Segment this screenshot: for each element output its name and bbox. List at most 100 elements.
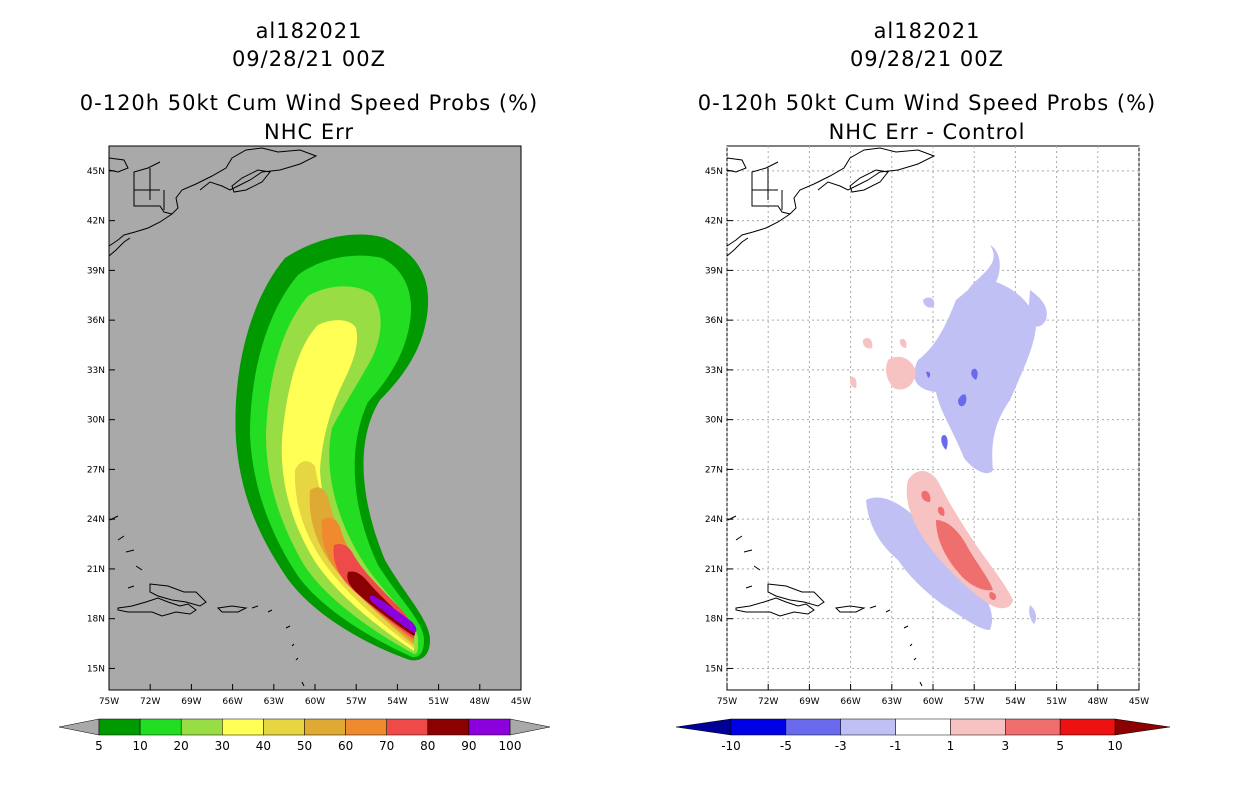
right-lat-tick-label: 42N (705, 217, 723, 227)
left-lon-tick-label: 54W (387, 697, 407, 707)
right-storm-id: al182021 (873, 19, 981, 43)
left-lat-tick-label: 39N (87, 266, 105, 276)
right-lon-tick-label: 57W (964, 697, 984, 707)
left-colorbar-swatch (139, 718, 182, 736)
right-lon-tick-label: 69W (799, 697, 819, 707)
left-axis-ticks: 75W 72W 69W 66W 63W 60W 57W 54W 51W 48W 45W 45N 42N 3… (87, 167, 531, 707)
right-chart-panel: al182021 09/28/21 00Z 0-120h 50kt Cum Wi… (618, 0, 1236, 800)
right-title: 0-120h 50kt Cum Wind Speed Probs (%) (697, 91, 1157, 115)
left-lon-tick-label: 57W (346, 697, 366, 707)
left-lat-tick-label: 30N (87, 416, 105, 426)
left-colorbar-label: 100 (499, 739, 522, 753)
left-colorbar-high-end (509, 718, 551, 736)
right-coastline (726, 147, 936, 687)
right-subtitle: NHC Err - Control (828, 120, 1026, 144)
right-colorbar-label: 5 (1056, 739, 1064, 753)
right-date: 09/28/21 00Z (849, 47, 1005, 71)
left-colorbar-swatch (180, 718, 223, 736)
right-axis-ticks: 75W 72W 69W 66W 63W 60W 57W 54W 51W 48W 45W 45N 42N 3… (705, 167, 1149, 707)
left-lon-tick-label: 63W (264, 697, 284, 707)
right-colorbar-label: 10 (1107, 739, 1122, 753)
right-lon-tick-label: 54W (1005, 697, 1025, 707)
left-colorbar-label: 10 (132, 739, 147, 753)
left-colorbar-swatch (222, 718, 264, 736)
right-colorbar-high-end (1114, 718, 1171, 736)
left-lon-tick-label: 69W (181, 697, 201, 707)
left-lat-tick-label: 33N (87, 366, 105, 376)
right-colorbar: -10 -5 -3 -1 1 3 5 10 (675, 718, 1171, 753)
right-difference-field (849, 245, 1047, 630)
right-lon-tick-label: 66W (840, 697, 860, 707)
right-lon-tick-label: 48W (1088, 697, 1108, 707)
left-colorbar-swatch (345, 718, 387, 736)
right-colorbar-swatch (1059, 718, 1116, 736)
left-date: 09/28/21 00Z (231, 47, 387, 71)
left-lon-tick-label: 48W (470, 697, 490, 707)
left-colorbar-swatch (98, 718, 141, 736)
left-lat-tick-label: 15N (87, 664, 105, 674)
left-subtitle: NHC Err (263, 120, 354, 144)
right-lat-tick-label: 24N (705, 515, 723, 525)
left-coastline (108, 147, 318, 687)
right-lat-tick-label: 45N (705, 167, 723, 177)
left-map-svg: 75W 72W 69W 66W 63W 60W 57W 54W 51W 48W 45W 45N 42N 3… (58, 145, 551, 753)
left-chart-panel: al182021 09/28/21 00Z 0-120h 50kt Cum Wi… (58, 19, 551, 753)
right-colorbar-swatch (730, 718, 787, 736)
left-lat-tick-label: 27N (87, 465, 105, 475)
left-colorbar-label: 5 (95, 739, 103, 753)
left-colorbar-label: 90 (461, 739, 476, 753)
right-lat-tick-label: 36N (705, 316, 723, 326)
left-lon-tick-label: 45W (511, 697, 531, 707)
left-lon-tick-label: 75W (99, 697, 119, 707)
right-colorbar-label: 1 (947, 739, 955, 753)
right-lat-tick-label: 27N (705, 465, 723, 475)
left-lat-tick-label: 21N (87, 565, 105, 575)
right-colorbar-swatch (840, 718, 896, 736)
left-title: 0-120h 50kt Cum Wind Speed Probs (%) (79, 91, 539, 115)
left-lon-tick-label: 72W (140, 697, 160, 707)
left-lat-tick-label: 45N (87, 167, 105, 177)
left-colorbar-label: 40 (256, 739, 271, 753)
left-colorbar-label: 70 (379, 739, 394, 753)
right-colorbar-label: -3 (835, 739, 847, 753)
right-colorbar-swatch (895, 718, 951, 736)
right-lon-tick-label: 45W (1129, 697, 1149, 707)
left-colorbar-label: 60 (338, 739, 353, 753)
left-colorbar-label: 80 (420, 739, 435, 753)
right-lon-tick-label: 72W (758, 697, 778, 707)
left-storm-id: al182021 (255, 19, 363, 43)
left-lat-tick-label: 42N (87, 217, 105, 227)
left-lon-tick-label: 60W (305, 697, 325, 707)
left-colorbar-label: 20 (174, 739, 189, 753)
right-lon-tick-label: 75W (717, 697, 737, 707)
left-lat-tick-label: 36N (87, 316, 105, 326)
right-lat-tick-label: 15N (705, 664, 723, 674)
left-colorbar-swatch (468, 718, 511, 736)
left-colorbar-swatch (386, 718, 429, 736)
right-colorbar-label: 3 (1001, 739, 1009, 753)
left-lon-tick-label: 51W (428, 697, 448, 707)
left-probability-field (235, 234, 430, 661)
left-lon-tick-label: 66W (222, 697, 242, 707)
right-colorbar-label: -10 (721, 739, 741, 753)
right-lat-tick-label: 33N (705, 366, 723, 376)
right-lon-tick-label: 51W (1046, 697, 1066, 707)
right-lat-tick-label: 39N (705, 266, 723, 276)
right-lon-tick-label: 60W (923, 697, 943, 707)
right-map-svg: 75W 72W 69W 66W 63W 60W 57W 54W 51W 48W 45W 45N 42N 3… (675, 145, 1171, 753)
right-lon-tick-label: 63W (882, 697, 902, 707)
right-lat-tick-label: 18N (705, 615, 723, 625)
right-colorbar-label: -1 (890, 739, 902, 753)
left-colorbar-swatch (304, 718, 346, 736)
left-colorbar-low-end (58, 718, 100, 736)
left-lat-tick-label: 18N (87, 615, 105, 625)
right-lat-tick-label: 30N (705, 416, 723, 426)
right-colorbar-low-end (675, 718, 732, 736)
right-colorbar-swatch (785, 718, 841, 736)
left-colorbar-label: 30 (215, 739, 230, 753)
right-colorbar-swatch (950, 718, 1006, 736)
left-lat-tick-label: 24N (87, 515, 105, 525)
left-colorbar: 5 10 20 30 40 50 60 70 80 90 100 (58, 718, 551, 753)
right-colorbar-label: -5 (780, 739, 792, 753)
left-colorbar-label: 50 (297, 739, 312, 753)
